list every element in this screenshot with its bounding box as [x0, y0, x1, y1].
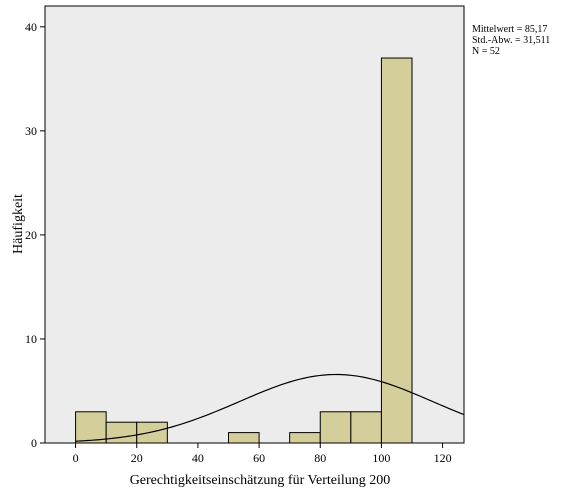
- histogram-bars: [75, 57, 413, 444]
- y-axis: 0 10 20 30 40: [25, 20, 45, 450]
- histogram-bar: [228, 432, 260, 444]
- stats-box: Mittelwert = 85,17 Std.-Abw. = 31,511 N …: [472, 24, 550, 57]
- y-tick-label: 20: [25, 228, 37, 242]
- x-tick-label: 0: [73, 451, 79, 465]
- histogram-bar: [75, 411, 107, 444]
- x-tick-label: 20: [131, 451, 143, 465]
- histogram-bar: [105, 421, 138, 444]
- x-tick-label: 120: [434, 451, 452, 465]
- stat-sd: Std.-Abw. = 31,511: [472, 35, 551, 46]
- x-axis: 0 20 40 60 80 100 120: [73, 443, 452, 465]
- x-tick-label: 40: [192, 451, 204, 465]
- y-axis-label: Häufigkeit: [11, 194, 26, 254]
- x-axis-label: Gerechtigkeitseinschätzung für Verteilun…: [130, 473, 391, 488]
- stat-mean: Mittelwert = 85,17: [472, 24, 548, 35]
- y-tick-label: 10: [25, 332, 37, 346]
- x-tick-label: 100: [372, 451, 390, 465]
- histogram-bar: [136, 421, 168, 444]
- x-tick-label: 80: [314, 451, 326, 465]
- stat-n: N = 52: [472, 46, 500, 57]
- histogram-bar: [319, 411, 352, 444]
- histogram-bar: [380, 57, 413, 444]
- normal-curve: [75, 373, 465, 442]
- y-tick-label: 40: [25, 20, 37, 34]
- histogram-bar: [289, 432, 321, 444]
- x-tick-label: 60: [253, 451, 265, 465]
- histogram-bar: [350, 411, 382, 444]
- y-tick-label: 0: [31, 436, 37, 450]
- y-tick-label: 30: [25, 124, 37, 138]
